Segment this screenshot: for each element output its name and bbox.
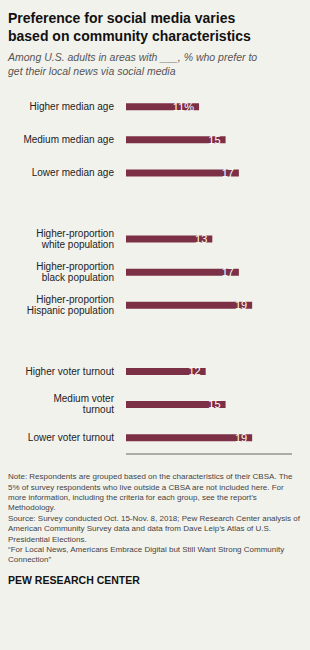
svg-text:Higher-proportionwhite populat: Higher-proportionwhite population (36, 228, 114, 250)
svg-text:17: 17 (222, 167, 234, 179)
svg-text:17: 17 (222, 266, 234, 278)
html-text:PEW RESEARCH CENTER: PEW RESEARCH CENTER (8, 573, 140, 586)
svg-text:Medium median age: Medium median age (23, 134, 114, 145)
html-text:Among U.S. adults in areas wit: Among U.S. adults in areas with ___, % w… (8, 51, 258, 77)
svg-text:13: 13 (195, 233, 207, 245)
html-text:Preference for social media va: Preference for social media varies based… (8, 10, 251, 44)
svg-text:Higher-proportionblack populat: Higher-proportionblack population (36, 261, 114, 283)
svg-text:11%: 11% (173, 101, 194, 113)
html-text:Note: Respondents are grouped: Note: Respondents are grouped based on t… (8, 472, 300, 565)
svg-text:12: 12 (188, 366, 200, 378)
svg-text:Higher median age: Higher median age (30, 101, 115, 112)
svg-text:Lower voter turnout: Lower voter turnout (28, 432, 114, 443)
svg-text:15: 15 (208, 134, 220, 146)
svg-text:Higher-proportionHispanic popu: Higher-proportionHispanic population (27, 294, 114, 316)
svg-text:Lower median age: Lower median age (32, 168, 115, 179)
svg-text:15: 15 (208, 399, 220, 411)
svg-text:19: 19 (235, 299, 247, 311)
svg-text:Higher voter turnout: Higher voter turnout (26, 366, 115, 377)
svg-text:19: 19 (235, 432, 247, 444)
svg-text:Medium voterturnout: Medium voterturnout (53, 394, 114, 416)
